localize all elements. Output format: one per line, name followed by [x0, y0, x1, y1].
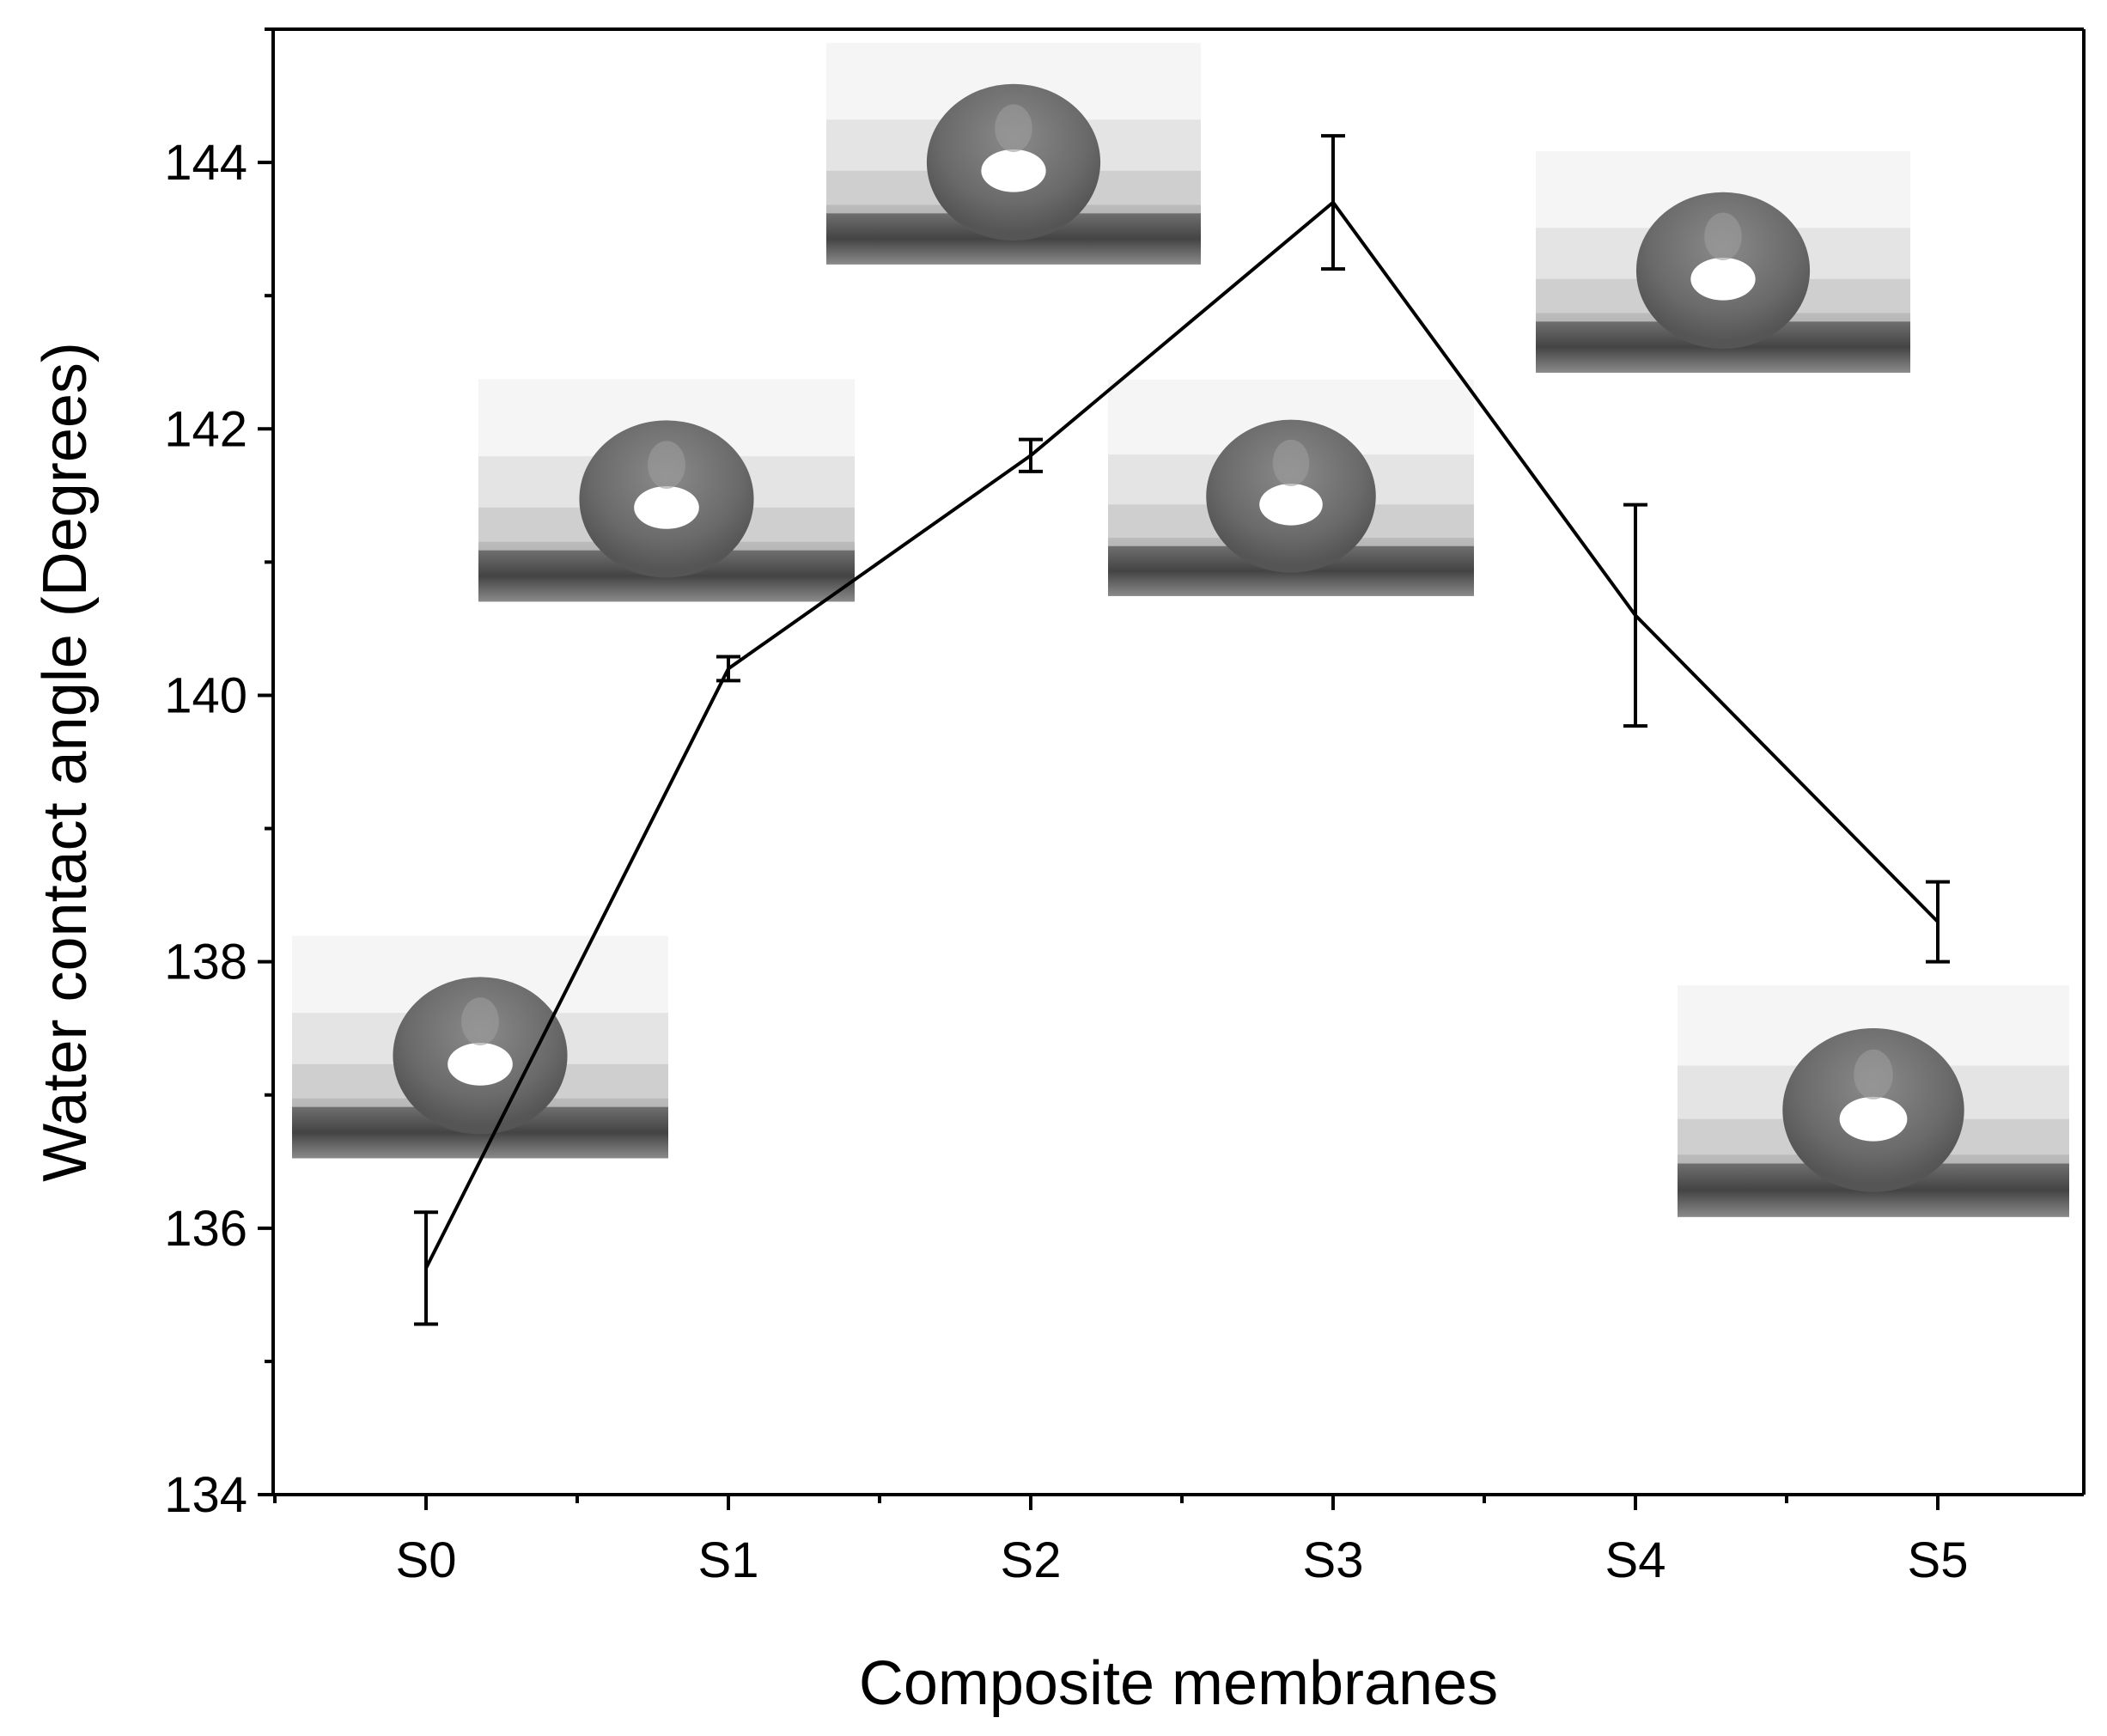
x-tick-label: S3 — [1303, 1532, 1364, 1588]
droplet-insets — [292, 43, 2069, 1217]
data-point — [1029, 454, 1032, 458]
data-point — [727, 667, 730, 671]
data-point — [424, 1266, 428, 1270]
data-point — [1331, 200, 1335, 204]
y-tick-label: 140 — [164, 667, 247, 723]
series-line — [424, 200, 1940, 1270]
x-tick-label: S2 — [1001, 1532, 1062, 1588]
x-axis-title: Composite membranes — [859, 1649, 1498, 1718]
y-axis-ticks: 134 136 138 140 142 144 — [164, 27, 273, 1523]
x-tick-label: S0 — [396, 1532, 457, 1588]
data-point — [1634, 613, 1637, 618]
x-tick-label: S1 — [698, 1532, 759, 1588]
droplet-inset-s3 — [1108, 380, 1474, 596]
x-tick-label: S5 — [1908, 1532, 1969, 1588]
y-axis-title: Water contact angle (Degrees) — [31, 342, 100, 1182]
y-tick-label: 142 — [164, 401, 247, 457]
droplet-inset-s1 — [478, 379, 855, 602]
y-tick-label: 134 — [164, 1467, 247, 1523]
series-contact-angle — [414, 134, 1950, 1326]
y-tick-label: 136 — [164, 1201, 247, 1257]
y-tick-label: 138 — [164, 935, 247, 990]
x-axis-ticks: S0 S1 S2 S3 S4 S5 — [273, 1495, 1969, 1588]
droplet-inset-s0 — [292, 935, 668, 1159]
plot-frame — [271, 27, 2086, 1496]
droplet-inset-s5 — [1678, 985, 2069, 1217]
y-tick-label: 144 — [164, 135, 247, 191]
data-point — [1936, 920, 1940, 924]
droplet-inset-s4 — [1536, 151, 1910, 373]
droplet-inset-s2 — [826, 43, 1201, 265]
x-tick-label: S4 — [1605, 1532, 1666, 1588]
